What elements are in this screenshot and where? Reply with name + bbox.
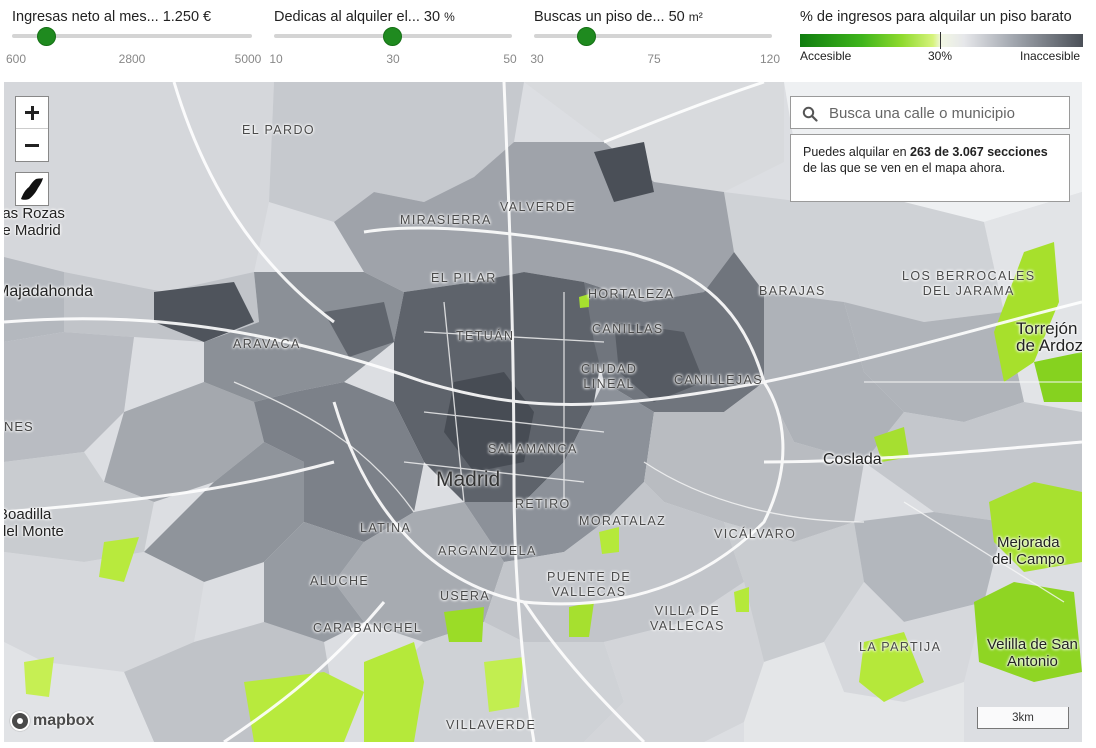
info-count-suffix: secciones	[987, 145, 1048, 159]
affordability-map[interactable]: EL PARDO MIRASIERRA VALVERDE EL PILAR HO…	[4, 82, 1082, 742]
mapbox-logo-icon	[10, 711, 30, 731]
label-puente-de-vallecas: PUENTE DE VALLECAS	[547, 570, 632, 599]
flat-size-slider-track[interactable]	[534, 34, 772, 38]
label-hortaleza: HORTALEZA	[588, 287, 675, 301]
label-tetuan: TETUÁN	[456, 329, 515, 343]
label-aluche: ALUCHE	[310, 574, 370, 588]
rent-share-max-label: 50	[503, 52, 517, 66]
income-slider-title: Ingresas neto al mes... 1.250 €	[12, 9, 212, 25]
label-la-partija: LA PARTIJA	[859, 640, 942, 654]
income-mid-label: 2800	[118, 52, 146, 66]
label-salamanca: SALAMANCA	[488, 442, 578, 456]
zoom-out-button[interactable]	[16, 129, 48, 161]
label-torrejon: Torrejón de Ardoz	[1016, 319, 1082, 355]
label-canillas: CANILLAS	[592, 322, 664, 336]
label-moratalaz: MORATALAZ	[579, 514, 667, 528]
flat-size-min-label: 30	[530, 52, 544, 66]
legend-accessible-label: Accesible	[800, 49, 852, 63]
search-input[interactable]	[829, 101, 1065, 125]
rent-share-slider-title: Dedicas al alquiler el... 30 %	[274, 9, 455, 25]
income-min-label: 600	[5, 52, 27, 66]
label-villa-de-vallecas: VILLA DE VALLECAS	[650, 604, 725, 633]
flat-size-slider-title: Buscas un piso de... 50 m²	[534, 9, 703, 25]
zoom-in-button[interactable]	[16, 97, 48, 129]
label-usera: USERA	[440, 589, 491, 603]
label-villaverde: VILLAVERDE	[446, 718, 537, 732]
mapbox-attribution[interactable]: mapbox	[10, 710, 94, 732]
plus-icon	[25, 105, 39, 120]
label-mejorada: Mejorada del Campo	[992, 534, 1065, 568]
label-boadilla: Boadilladel Monte	[4, 506, 64, 540]
label-arganzuela: ARGANZUELA	[438, 544, 537, 558]
info-suffix: de las que se ven en el mapa ahora.	[803, 161, 1006, 175]
flat-size-slider-handle[interactable]	[576, 27, 596, 46]
rent-share-slider-handle[interactable]	[383, 27, 402, 46]
label-barajas: BARAJAS	[759, 284, 826, 298]
label-aravaca: ARAVACA	[233, 337, 301, 351]
flat-size-max-label: 120	[759, 52, 781, 66]
label-nes: NES	[4, 419, 34, 434]
legend-threshold-marker	[940, 32, 941, 49]
region-switch-button[interactable]	[15, 172, 49, 206]
island-map-icon	[21, 178, 43, 200]
label-las-rozas: Las Rozasde Madrid	[4, 205, 65, 239]
label-velilla: Velilla de San Antonio	[987, 636, 1078, 670]
income-slider: Ingresas neto al mes... 1.250 € 600 2800…	[6, 6, 261, 76]
legend-title: % de ingresos para alquilar un piso bara…	[800, 9, 1072, 25]
flat-size-slider: Buscas un piso de... 50 m² 30 75 120	[530, 6, 780, 76]
rent-share-mid-label: 30	[386, 52, 400, 66]
label-majadahonda: Majadahonda	[4, 283, 93, 300]
label-retiro: RETIRO	[515, 497, 571, 511]
label-vicalvaro: VICÁLVARO	[714, 527, 797, 541]
label-mirasierra: MIRASIERRA	[400, 213, 492, 227]
label-los-berrocales: LOS BERROCALES DEL JARAMA	[902, 269, 1036, 298]
label-valverde: VALVERDE	[500, 200, 577, 214]
label-el-pilar: EL PILAR	[431, 271, 497, 285]
zoom-control	[15, 96, 49, 162]
legend-color-ramp	[800, 34, 1083, 47]
legend-threshold-label: 30%	[928, 49, 953, 63]
label-madrid: Madrid	[436, 468, 501, 491]
label-latina: LATINA	[360, 521, 412, 535]
rent-share-slider: Dedicas al alquiler el... 30 % 10 30 50	[269, 6, 516, 76]
affordability-legend: % de ingresos para alquilar un piso bara…	[798, 6, 1083, 76]
label-ciudad-lineal: CIUDAD LINEAL	[581, 362, 638, 391]
income-max-label: 5000	[234, 52, 262, 66]
rent-share-min-label: 10	[269, 52, 283, 66]
flat-size-mid-label: 75	[647, 52, 661, 66]
income-slider-track[interactable]	[12, 34, 252, 38]
search-box	[790, 96, 1070, 129]
filter-controls: Ingresas neto al mes... 1.250 € 600 2800…	[0, 0, 1096, 82]
map-scale-bar: 3km	[977, 707, 1069, 729]
minus-icon	[25, 138, 39, 152]
label-coslada: Coslada	[823, 451, 882, 468]
income-slider-handle[interactable]	[37, 27, 57, 46]
search-icon	[802, 106, 818, 122]
info-prefix: Puedes alquilar en	[803, 145, 907, 159]
results-info-box: Puedes alquilar en 263 de 3.067 seccione…	[790, 134, 1070, 202]
info-count: 263 de 3.067	[910, 145, 984, 159]
label-carabanchel: CARABANCHEL	[313, 621, 423, 635]
legend-inaccessible-label: Inaccesible	[1020, 49, 1081, 63]
label-el-pardo: EL PARDO	[242, 123, 316, 137]
label-canillejas: CANILLEJAS	[674, 373, 764, 387]
mapbox-wordmark: mapbox	[33, 712, 95, 729]
